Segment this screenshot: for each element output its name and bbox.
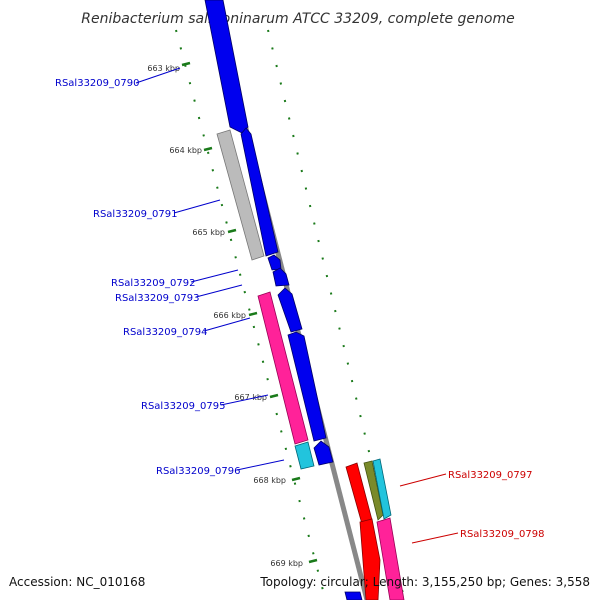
leader-0796: [236, 459, 285, 471]
tick-label-664: 664 kbp: [169, 146, 202, 155]
tick-667: [269, 393, 279, 399]
gene-label-0794[interactable]: RSal33209_0794: [123, 327, 207, 338]
gene-0791-fwd[interactable]: [240, 127, 279, 257]
gene-0796[interactable]: [294, 441, 315, 470]
gene-label-0797[interactable]: RSal33209_0797: [448, 470, 532, 481]
gene-0798-pink[interactable]: [376, 517, 405, 600]
gene-label-0795[interactable]: RSal33209_0795: [141, 401, 225, 412]
tick-labels: 663 kbp 664 kbp 665 kbp 666 kbp 667 kbp …: [147, 64, 303, 568]
tick-664: [203, 146, 213, 152]
gene-label-0796[interactable]: RSal33209_0796: [156, 466, 240, 477]
leader-0795: [220, 394, 269, 406]
gene-0792[interactable]: [267, 254, 282, 271]
map-title: Renibacterium salmoninarum ATCC 33209, c…: [81, 11, 514, 27]
reverse-strand-genes: [216, 129, 315, 470]
leader-0790: [135, 67, 181, 84]
leader-0794: [203, 317, 251, 332]
left-leader-lines: [135, 67, 285, 471]
right-gene-labels: RSal33209_0797 RSal33209_0798: [448, 470, 544, 540]
right-leader-lines: [399, 473, 459, 544]
tick-665: [227, 228, 237, 234]
tick-669: [308, 558, 318, 564]
tick-label-666: 666 kbp: [213, 311, 246, 320]
tick-label-665: 665 kbp: [192, 228, 225, 237]
gene-0796-fwd[interactable]: [313, 440, 334, 466]
gene-0793[interactable]: [272, 267, 290, 287]
gene-0794-fwd-a[interactable]: [277, 287, 303, 333]
tick-label-669: 669 kbp: [270, 559, 303, 568]
tick-marks: [181, 61, 318, 564]
leader-0791: [173, 199, 221, 214]
tick-663: [181, 61, 191, 67]
tick-668: [291, 476, 301, 482]
tick-label-663: 663 kbp: [147, 64, 180, 73]
tick-666: [248, 311, 258, 317]
gene-0797-cyan[interactable]: [372, 458, 392, 520]
tick-label-668: 668 kbp: [253, 476, 286, 485]
forward-strand-genes: [204, 0, 363, 600]
gene-bottom-fwd[interactable]: [344, 591, 363, 600]
gene-label-0798[interactable]: RSal33209_0798: [460, 529, 544, 540]
leader-0792: [190, 269, 239, 283]
gene-label-0790[interactable]: RSal33209_0790: [55, 78, 139, 89]
gene-0794-fwd-b[interactable]: [287, 331, 327, 442]
gene-label-0792[interactable]: RSal33209_0792: [111, 278, 195, 289]
gene-label-0793[interactable]: RSal33209_0793: [115, 293, 199, 304]
gene-0791[interactable]: [216, 129, 265, 261]
leader-0793: [195, 284, 243, 298]
accession-text: Accession: NC_010168: [9, 575, 145, 589]
leader-0798: [411, 532, 459, 544]
gene-0795[interactable]: [257, 291, 309, 445]
genome-summary-text: Topology: circular; Length: 3,155,250 bp…: [259, 575, 590, 589]
left-gene-labels: RSal33209_0790 RSal33209_0791 RSal33209_…: [55, 78, 240, 477]
leader-0797: [399, 473, 447, 487]
right-side-genes: [345, 458, 405, 600]
gene-0798-red[interactable]: [359, 518, 381, 600]
tick-label-667: 667 kbp: [234, 393, 267, 402]
gene-label-0791[interactable]: RSal33209_0791: [93, 209, 177, 220]
